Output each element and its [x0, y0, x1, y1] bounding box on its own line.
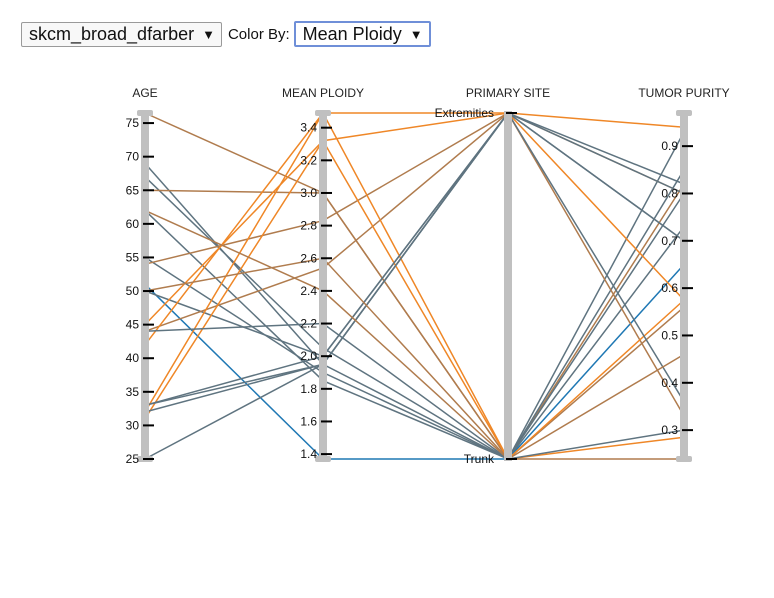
axis-ploidy[interactable]: MEAN PLOIDY 1.4 1.6 1.8 2.0 2.2 2.4 2.6 2.8 3.0 3.…	[282, 86, 364, 462]
axis-purity[interactable]: TUMOR PURITY 0.3 0.4 0.5 0.6 0.7 0.8 0.9	[638, 86, 730, 462]
record-line-5	[144, 226, 685, 460]
tick-label: 0.9	[661, 139, 678, 153]
record-line-11	[144, 139, 685, 461]
record-line-15	[144, 111, 685, 413]
axis-title-ploidy: MEAN PLOIDY	[282, 86, 364, 100]
axis-title-purity: TUMOR PURITY	[638, 86, 729, 100]
record-line-9	[144, 111, 685, 417]
tick-label: 70	[126, 150, 140, 164]
controls-bar: skcm_broad_dfarber ▼ Color By: Mean Ploi…	[21, 21, 431, 47]
chevron-down-icon: ▼	[202, 26, 215, 42]
axis-bar-site[interactable]	[504, 111, 512, 461]
record-line-16	[144, 112, 685, 407]
axis-title-age: AGE	[132, 86, 157, 100]
category-label: Extremities	[435, 106, 494, 120]
record-line-4	[144, 193, 685, 460]
record-line-10	[144, 112, 685, 346]
axis-bar-age[interactable]	[141, 111, 149, 461]
tick-label: 3.2	[300, 153, 317, 167]
tick-label: 1.6	[300, 414, 317, 428]
record-line-18	[144, 322, 685, 460]
tick-label: 45	[126, 318, 140, 332]
dataset-select[interactable]: skcm_broad_dfarber ▼	[21, 21, 222, 47]
record-line-3	[144, 189, 685, 461]
tick-label: 2.8	[300, 219, 317, 233]
tick-label: 65	[126, 183, 140, 197]
tick-label: 25	[126, 452, 140, 466]
record-lines	[144, 111, 685, 461]
tick-label: 30	[126, 418, 140, 432]
color-by-label: Color By:	[227, 25, 290, 43]
record-line-12	[144, 112, 685, 420]
axis-bar-ploidy[interactable]	[319, 111, 327, 461]
dataset-select-value: skcm_broad_dfarber	[29, 23, 195, 44]
tick-label: 50	[126, 284, 140, 298]
tick-label: 2.2	[300, 317, 317, 331]
tick-label: 40	[126, 351, 140, 365]
tick-label: 2.6	[300, 251, 317, 265]
tick-label: 2.0	[300, 349, 317, 363]
tick-label: 0.3	[661, 423, 678, 437]
axis-handle-bottom[interactable]	[315, 456, 331, 462]
axis-handle-top[interactable]	[315, 110, 331, 116]
record-line-13	[144, 111, 685, 460]
record-line-7	[144, 263, 685, 460]
tick-label: 0.5	[661, 328, 678, 342]
axes: AGE 25 30 35 40 45 50 55 60 65 70 75 MEAN PLOIDY 1.4 1…	[126, 86, 730, 466]
tick-label: 3.0	[300, 186, 317, 200]
record-line-0	[144, 112, 685, 461]
axis-site[interactable]: PRIMARY SITE Extremities Trunk	[435, 86, 550, 466]
axis-bar-purity[interactable]	[680, 111, 688, 461]
record-line-20	[144, 257, 684, 460]
record-line-1	[144, 131, 685, 461]
tick-label: 60	[126, 217, 140, 231]
axis-handle-top[interactable]	[137, 110, 153, 116]
category-label: Trunk	[464, 452, 495, 466]
axis-handle-bottom[interactable]	[676, 456, 692, 462]
tick-label: 0.8	[661, 186, 678, 200]
tick-label: 1.8	[300, 382, 317, 396]
tick-label: 3.4	[300, 121, 317, 135]
tick-label: 0.4	[661, 376, 678, 390]
axis-age[interactable]: AGE 25 30 35 40 45 50 55 60 65 70 75	[126, 86, 158, 466]
tick-label: 75	[126, 116, 140, 130]
axis-handle-top[interactable]	[676, 110, 692, 116]
tick-label: 1.4	[300, 447, 317, 461]
color-by-select-value: Mean Ploidy	[302, 23, 402, 44]
tick-label: 35	[126, 385, 140, 399]
tick-label: 55	[126, 250, 140, 264]
chevron-down-icon: ▼	[409, 26, 423, 42]
record-line-17	[144, 112, 685, 460]
record-line-14	[144, 111, 685, 407]
tick-label: 2.4	[300, 284, 317, 298]
axis-title-site: PRIMARY SITE	[466, 86, 550, 100]
tick-label: 0.6	[661, 281, 678, 295]
tick-label: 0.7	[661, 234, 678, 248]
record-line-19	[144, 209, 685, 460]
color-by-select[interactable]: Mean Ploidy ▼	[293, 21, 431, 47]
